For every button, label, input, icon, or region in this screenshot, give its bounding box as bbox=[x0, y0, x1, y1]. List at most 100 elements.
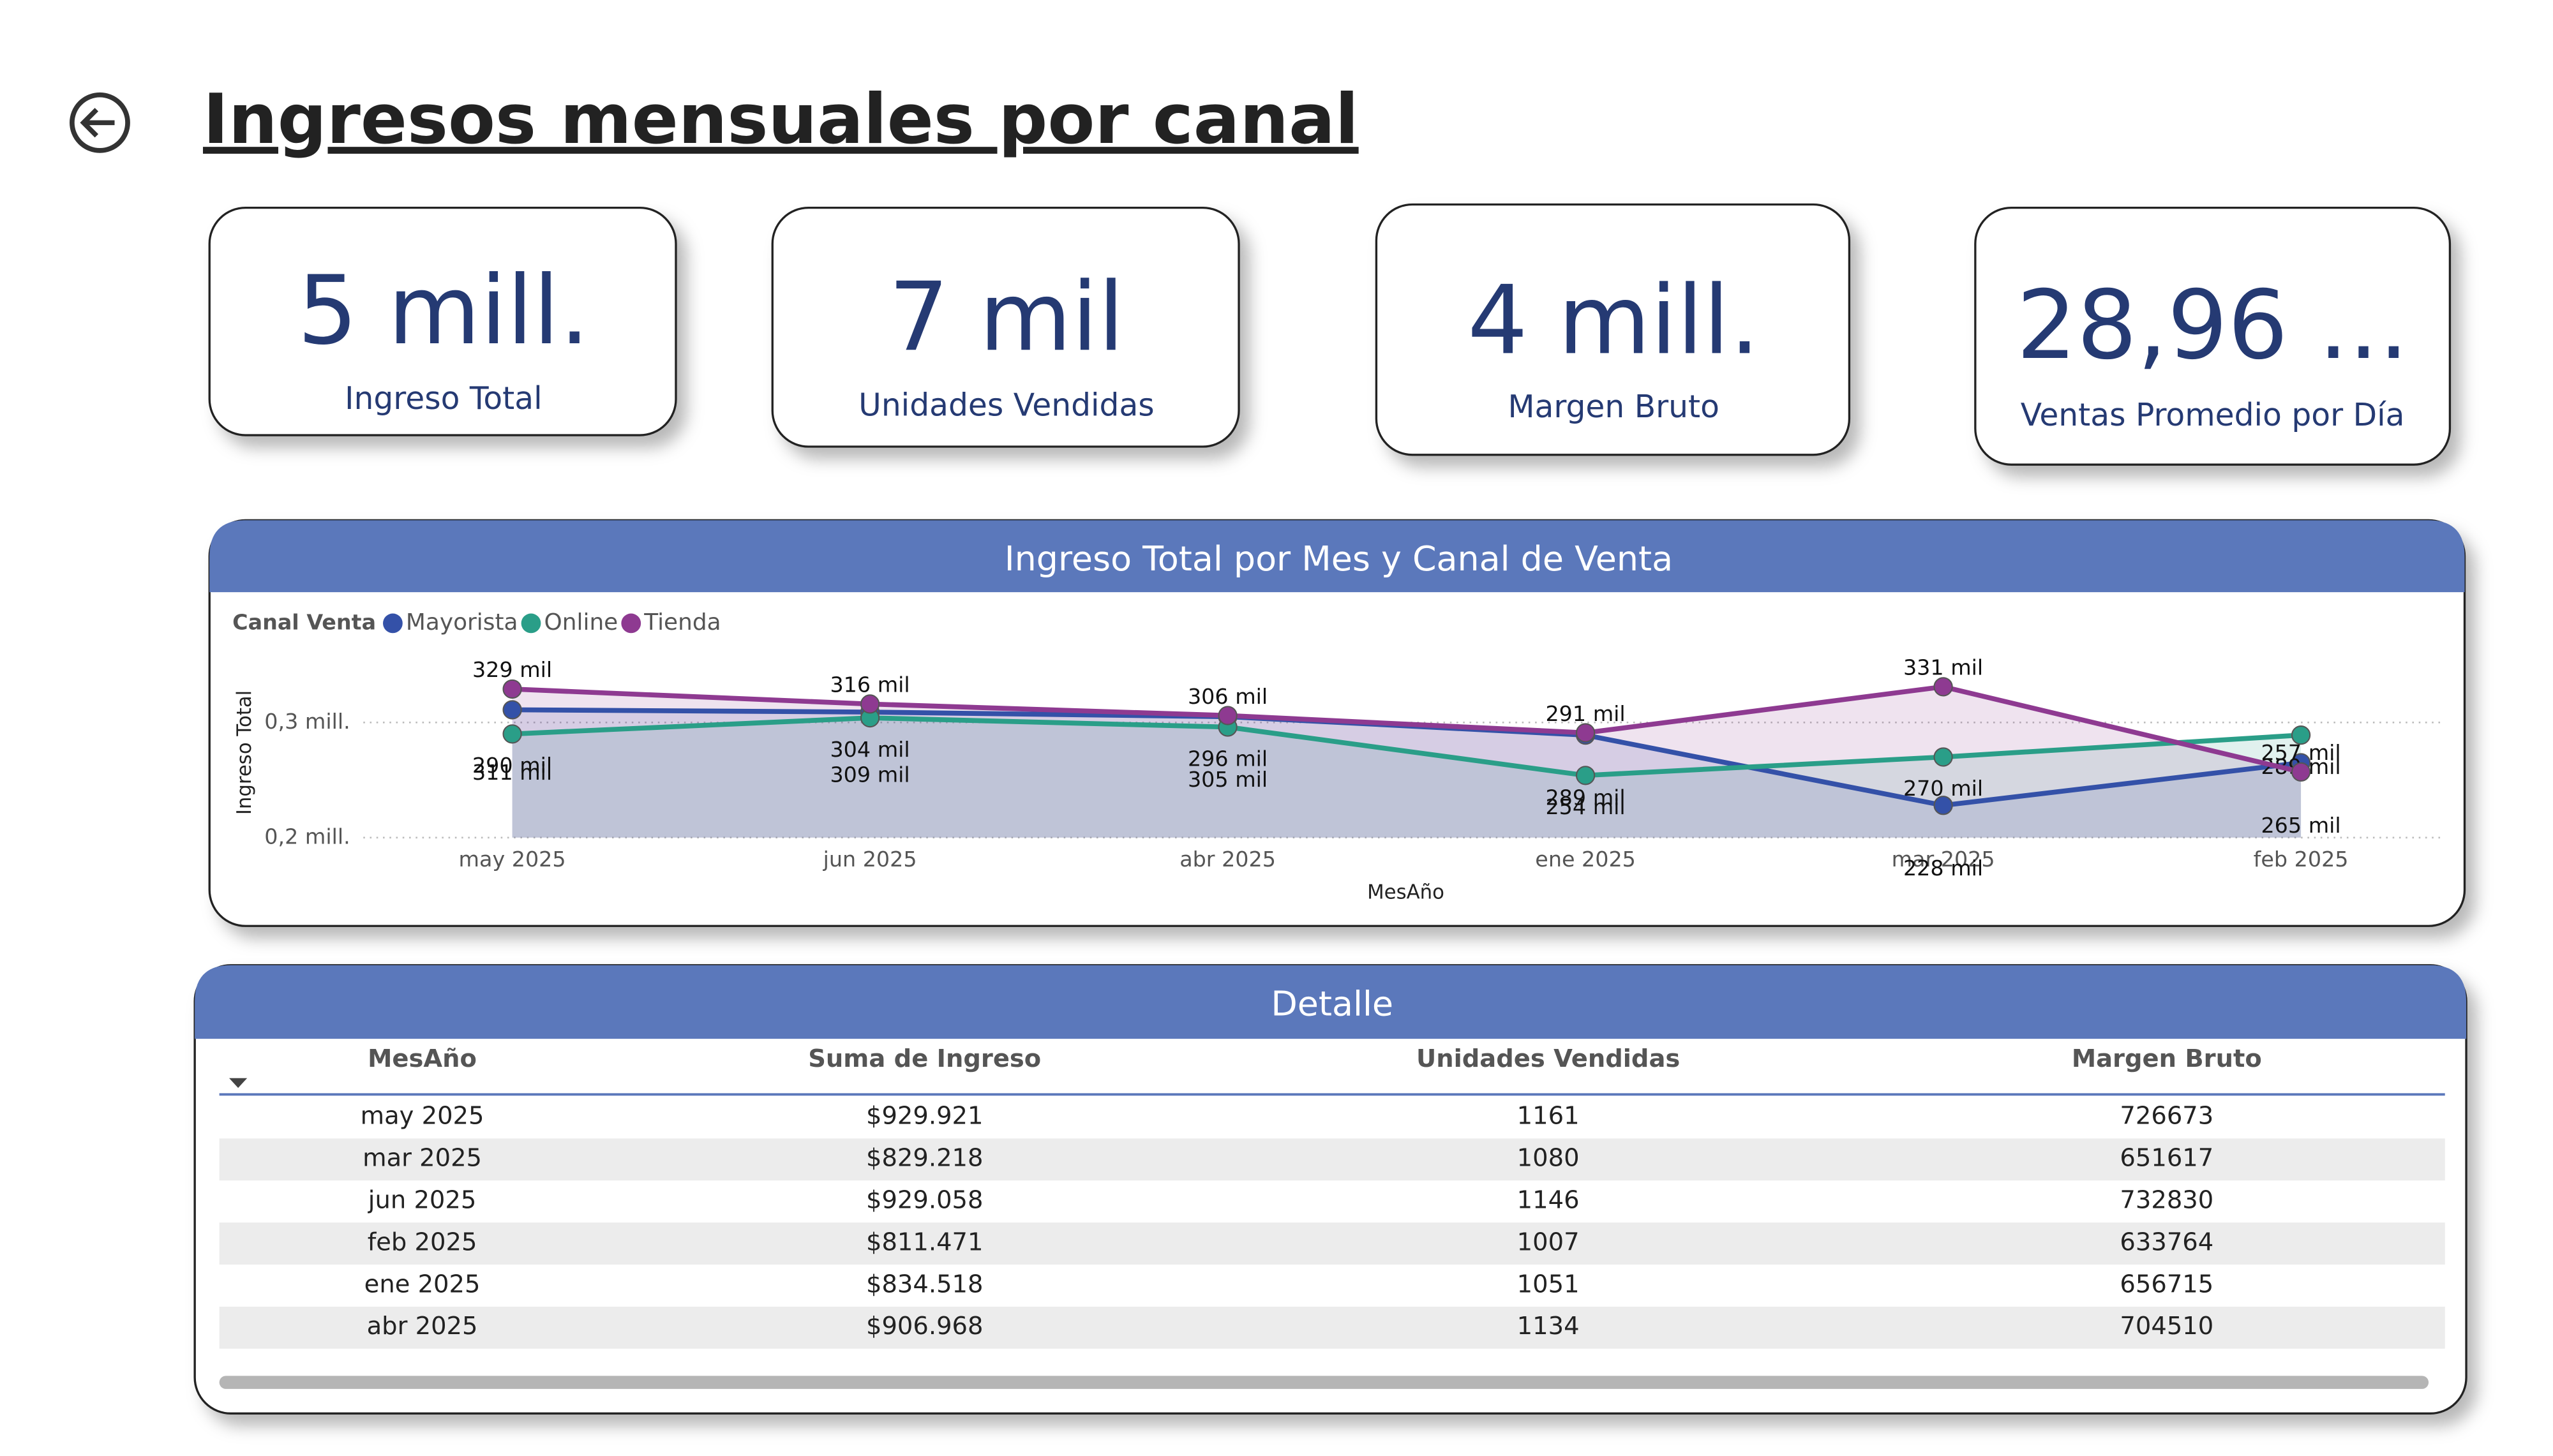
table-title: Detalle bbox=[1271, 984, 1393, 1024]
data-label: 331 mil bbox=[1903, 655, 1983, 680]
data-label: 306 mil bbox=[1188, 684, 1268, 709]
series-line bbox=[512, 715, 2302, 778]
plot: 0,2 mill. 0,3 mill. may 2025 jun 2025 abr 20… bbox=[264, 609, 2445, 880]
kpi-card bbox=[1375, 203, 1851, 456]
back-arrow[interactable] bbox=[80, 108, 115, 138]
kpi-value: 4 mill. bbox=[1467, 265, 1760, 376]
table-cell: 1134 bbox=[1517, 1312, 1580, 1341]
data-label: 289 mil bbox=[1545, 785, 1625, 810]
data-label: 270 mil bbox=[1903, 776, 1983, 801]
data-point bbox=[1933, 747, 1953, 767]
table-cell: jun 2025 bbox=[368, 1186, 477, 1215]
y-tick-label: 0,3 mill. bbox=[264, 709, 350, 734]
row-band bbox=[219, 1138, 2445, 1181]
data-point bbox=[2291, 762, 2311, 782]
series-area bbox=[512, 687, 2302, 838]
table-cell: mar 2025 bbox=[363, 1144, 482, 1173]
column-header: Margen Bruto bbox=[2072, 1044, 2262, 1073]
data-label: 309 mil bbox=[830, 762, 910, 787]
table-cell: $834.518 bbox=[866, 1270, 983, 1298]
table-cell: abr 2025 bbox=[367, 1312, 478, 1341]
data-label: 291 mil bbox=[1545, 701, 1625, 726]
data-label: 257 mil bbox=[2261, 740, 2340, 765]
data-label: 228 mil bbox=[1903, 856, 1983, 880]
data-point bbox=[1933, 796, 1953, 815]
data-point bbox=[1575, 766, 1596, 785]
sort-icon[interactable] bbox=[229, 1078, 248, 1088]
column-header: MesAño bbox=[368, 1044, 477, 1073]
x-tick-label: ene 2025 bbox=[1535, 847, 1636, 872]
data-label: 311 mil bbox=[472, 760, 552, 785]
chart-title: Ingreso Total por Mes y Canal de Venta bbox=[1005, 539, 1673, 579]
data-label: 290 mil bbox=[472, 753, 552, 778]
table-cell: $929.921 bbox=[866, 1102, 983, 1131]
table-header bbox=[195, 965, 2467, 1039]
table-cell: feb 2025 bbox=[368, 1228, 477, 1256]
series-area bbox=[512, 718, 2302, 838]
table-cell: $811.471 bbox=[866, 1228, 983, 1256]
data-point bbox=[1575, 723, 1596, 743]
table-cell: $906.968 bbox=[866, 1312, 983, 1341]
x-tick-label: jun 2025 bbox=[823, 847, 917, 872]
kpi-label: Ingreso Total bbox=[345, 381, 542, 417]
back-button[interactable] bbox=[70, 92, 130, 153]
x-tick-label: feb 2025 bbox=[2254, 847, 2349, 872]
series-area bbox=[512, 709, 2302, 838]
kpi-label: Unidades Vendidas bbox=[858, 387, 1155, 423]
legend-label: Mayorista bbox=[406, 609, 518, 635]
table-cell: $829.218 bbox=[866, 1144, 983, 1173]
data-label: 316 mil bbox=[830, 672, 910, 697]
data-label: 254 mil bbox=[1545, 794, 1625, 819]
data-point bbox=[1218, 706, 1238, 725]
table-cell: 704510 bbox=[2120, 1312, 2213, 1341]
kpi-card bbox=[208, 206, 677, 436]
x-tick-label: abr 2025 bbox=[1179, 847, 1276, 872]
kpi-value: 7 mil bbox=[888, 262, 1124, 373]
data-point bbox=[860, 694, 880, 714]
data-label: 305 mil bbox=[1188, 767, 1268, 792]
kpi-card bbox=[771, 206, 1240, 448]
back-icon[interactable] bbox=[70, 92, 130, 153]
data-point bbox=[502, 724, 522, 744]
table-cell: 1080 bbox=[1517, 1144, 1580, 1173]
column-header: Suma de Ingreso bbox=[808, 1044, 1041, 1073]
data-point bbox=[502, 700, 522, 720]
y-axis-label: Ingreso Total bbox=[233, 690, 256, 815]
table-cell: ene 2025 bbox=[364, 1270, 481, 1298]
table-panel: Detalle MesAño Suma de Ingreso Unidades Ve… bbox=[193, 964, 2467, 1415]
table-cell: 656715 bbox=[2120, 1270, 2213, 1298]
table-cell: may 2025 bbox=[361, 1102, 484, 1131]
table-cell: 633764 bbox=[2120, 1228, 2213, 1256]
x-axis-label: MesAño bbox=[1367, 880, 1444, 903]
kpi-value: 28,96 ... bbox=[2016, 271, 2409, 381]
table-cell: 651617 bbox=[2120, 1144, 2213, 1173]
chart-header bbox=[209, 520, 2465, 593]
x-tick-label: mar 2025 bbox=[1892, 847, 1995, 872]
data-label: 304 mil bbox=[830, 737, 910, 762]
legend-dot bbox=[383, 613, 403, 634]
data-point bbox=[2291, 725, 2311, 745]
legend-title: Canal Venta bbox=[232, 609, 376, 634]
row-band bbox=[219, 1222, 2445, 1265]
row-band bbox=[219, 1306, 2445, 1349]
column-header: Unidades Vendidas bbox=[1416, 1044, 1680, 1073]
kpi-label: Margen Bruto bbox=[1508, 389, 1719, 425]
series-line bbox=[512, 684, 2302, 775]
scrollbar[interactable] bbox=[219, 1376, 2429, 1389]
table-cell: 732830 bbox=[2120, 1186, 2213, 1215]
table-cell: 1007 bbox=[1517, 1228, 1580, 1256]
table-cell: 1161 bbox=[1517, 1102, 1580, 1131]
legend-dot bbox=[521, 613, 541, 634]
y-tick-label: 0,2 mill. bbox=[264, 824, 350, 849]
data-label: 265 mil bbox=[2261, 813, 2340, 838]
legend-label: Online bbox=[544, 609, 618, 635]
kpi-value: 5 mill. bbox=[297, 256, 590, 366]
table-cell: 1146 bbox=[1517, 1186, 1580, 1215]
table-cell: 1051 bbox=[1517, 1270, 1580, 1298]
kpi-label: Ventas Promedio por Día bbox=[2021, 397, 2405, 433]
data-label: 329 mil bbox=[472, 657, 552, 682]
page-title: Ingresos mensuales por canal bbox=[203, 80, 1359, 160]
table-body: MesAño Suma de Ingreso Unidades Vendidas Ma… bbox=[219, 1044, 2445, 1349]
x-tick-label: may 2025 bbox=[459, 847, 566, 872]
